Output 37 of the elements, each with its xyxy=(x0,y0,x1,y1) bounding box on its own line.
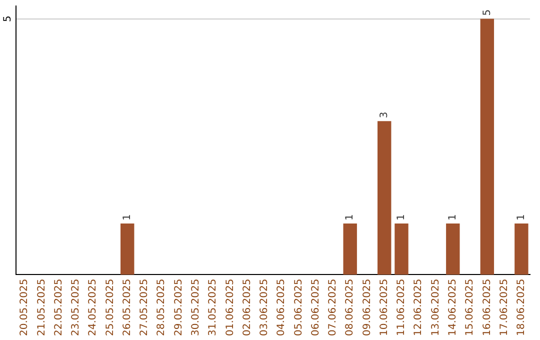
data-label: 1 xyxy=(396,214,408,221)
x-tick-label: 22.05.2025 xyxy=(53,278,64,336)
x-tick-label: 02.06.2025 xyxy=(242,278,253,336)
x-tick-label: 28.05.2025 xyxy=(156,278,168,336)
x-tick-label: 13.06.2025 xyxy=(430,278,442,336)
x-tick-label: 24.05.2025 xyxy=(88,278,99,336)
x-tick-label: 04.06.2025 xyxy=(276,278,288,336)
x-tick-label: 05.06.2025 xyxy=(293,278,304,336)
x-tick-label: 17.06.2025 xyxy=(498,278,510,336)
x-tick-label: 06.06.2025 xyxy=(310,278,322,336)
data-label: 1 xyxy=(344,214,356,221)
x-tick-label: 11.06.2025 xyxy=(396,278,408,336)
x-tick-label: 12.06.2025 xyxy=(413,278,424,336)
x-tick-label: 08.06.2025 xyxy=(344,278,356,336)
data-label: 5 xyxy=(482,9,493,16)
x-tick-label: 18.06.2025 xyxy=(516,278,528,336)
x-tick-label: 09.06.2025 xyxy=(362,278,373,336)
data-label: 1 xyxy=(447,214,458,221)
x-tick-label: 29.05.2025 xyxy=(173,278,184,336)
x-tick-label: 31.05.2025 xyxy=(208,278,219,336)
x-tick-label: 15.06.2025 xyxy=(464,278,476,336)
x-tick-label: 25.05.2025 xyxy=(104,278,116,336)
x-tick-label: 27.05.2025 xyxy=(139,278,150,336)
x-tick-label: 20.05.2025 xyxy=(19,278,30,336)
x-tick-label: 01.06.2025 xyxy=(224,278,236,336)
x-tick-label: 14.06.2025 xyxy=(447,278,458,336)
x-tick-label: 21.05.2025 xyxy=(36,278,48,336)
x-tick-label: 30.05.2025 xyxy=(190,278,202,336)
x-tick-label: 07.06.2025 xyxy=(328,278,339,336)
data-label: 3 xyxy=(378,112,390,118)
x-tick-label: 10.06.2025 xyxy=(378,278,390,336)
x-tick-label: 26.05.2025 xyxy=(122,278,133,336)
x-tick-label: 23.05.2025 xyxy=(70,278,82,336)
x-tick-label: 16.06.2025 xyxy=(482,278,493,336)
data-label: 1 xyxy=(122,214,133,221)
x-tick-label: 03.06.2025 xyxy=(259,278,270,336)
data-label: 1 xyxy=(516,214,528,221)
